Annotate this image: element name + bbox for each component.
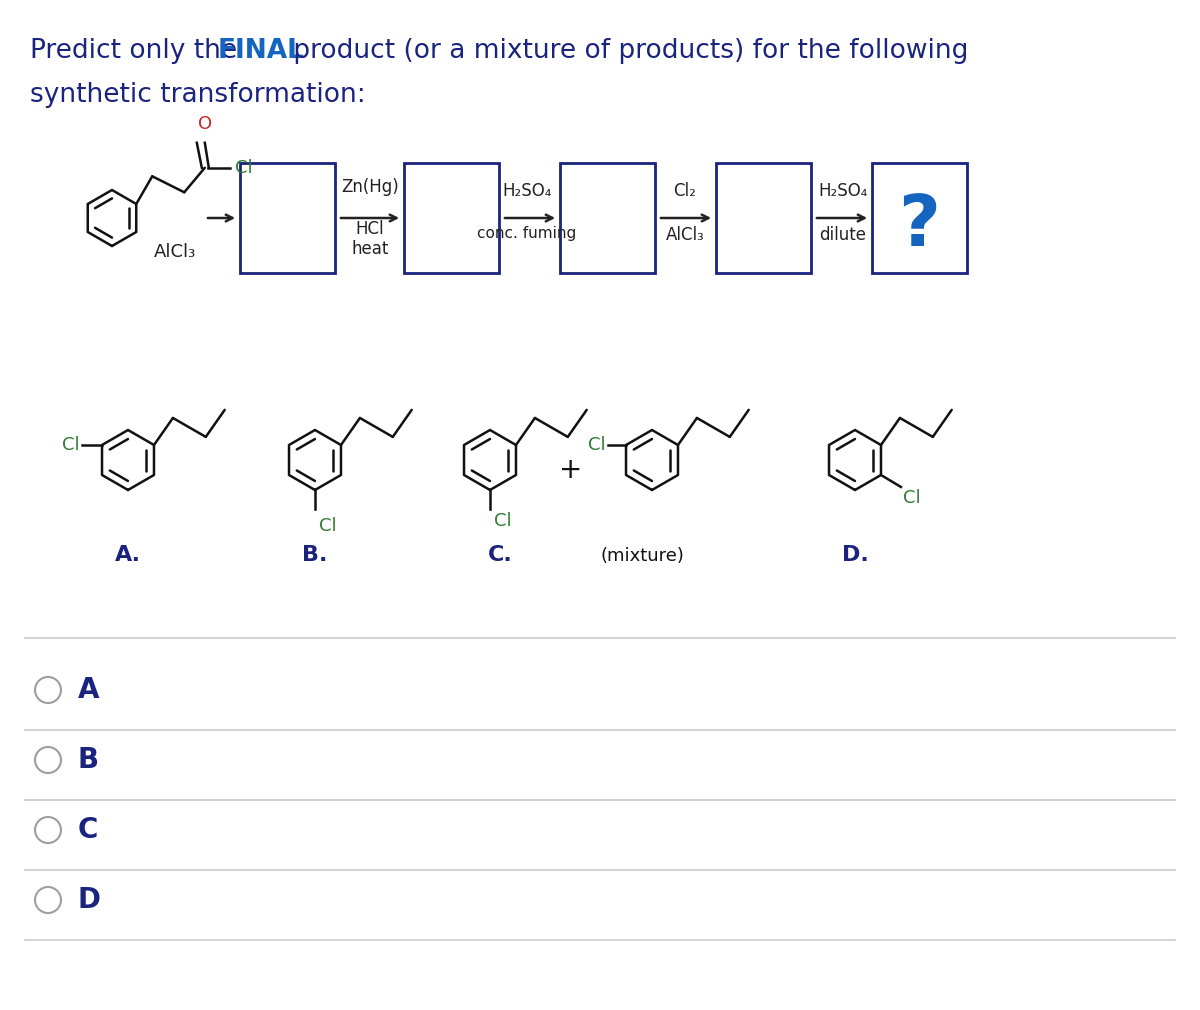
Text: Predict only the: Predict only the (30, 38, 246, 64)
Bar (716, 163, 811, 273)
Text: A: A (78, 676, 100, 704)
Text: D.: D. (841, 545, 869, 565)
Text: H₂SO₄: H₂SO₄ (503, 182, 552, 200)
Text: B.: B. (302, 545, 328, 565)
Bar (872, 163, 967, 273)
Bar (240, 163, 335, 273)
Text: C.: C. (487, 545, 512, 565)
Text: B: B (78, 746, 100, 774)
Text: Cl: Cl (235, 159, 252, 177)
Text: +: + (559, 456, 583, 484)
Bar (560, 163, 655, 273)
Text: product (or a mixture of products) for the following: product (or a mixture of products) for t… (286, 38, 968, 64)
Text: conc. fuming: conc. fuming (478, 226, 577, 241)
Text: A.: A. (115, 545, 142, 565)
Text: heat: heat (352, 240, 389, 258)
Text: HCl: HCl (355, 220, 384, 238)
Text: Cl: Cl (319, 517, 337, 535)
Text: Cl: Cl (902, 489, 920, 507)
Text: dilute: dilute (820, 226, 866, 244)
Bar (404, 163, 499, 273)
Text: C: C (78, 816, 98, 844)
Text: Cl₂: Cl₂ (673, 182, 696, 200)
Text: Cl: Cl (494, 512, 511, 530)
Text: AlCl₃: AlCl₃ (154, 243, 196, 261)
Text: Cl: Cl (62, 436, 80, 454)
Text: O: O (198, 115, 212, 132)
Text: (mixture): (mixture) (600, 547, 684, 565)
Text: AlCl₃: AlCl₃ (666, 226, 704, 244)
Text: FINAL: FINAL (218, 38, 305, 64)
Text: ?: ? (898, 192, 940, 261)
Text: synthetic transformation:: synthetic transformation: (30, 82, 366, 108)
Text: H₂SO₄: H₂SO₄ (818, 182, 868, 200)
Text: Cl: Cl (588, 436, 606, 454)
Text: D: D (78, 886, 101, 914)
Text: Zn(Hg): Zn(Hg) (341, 178, 398, 196)
